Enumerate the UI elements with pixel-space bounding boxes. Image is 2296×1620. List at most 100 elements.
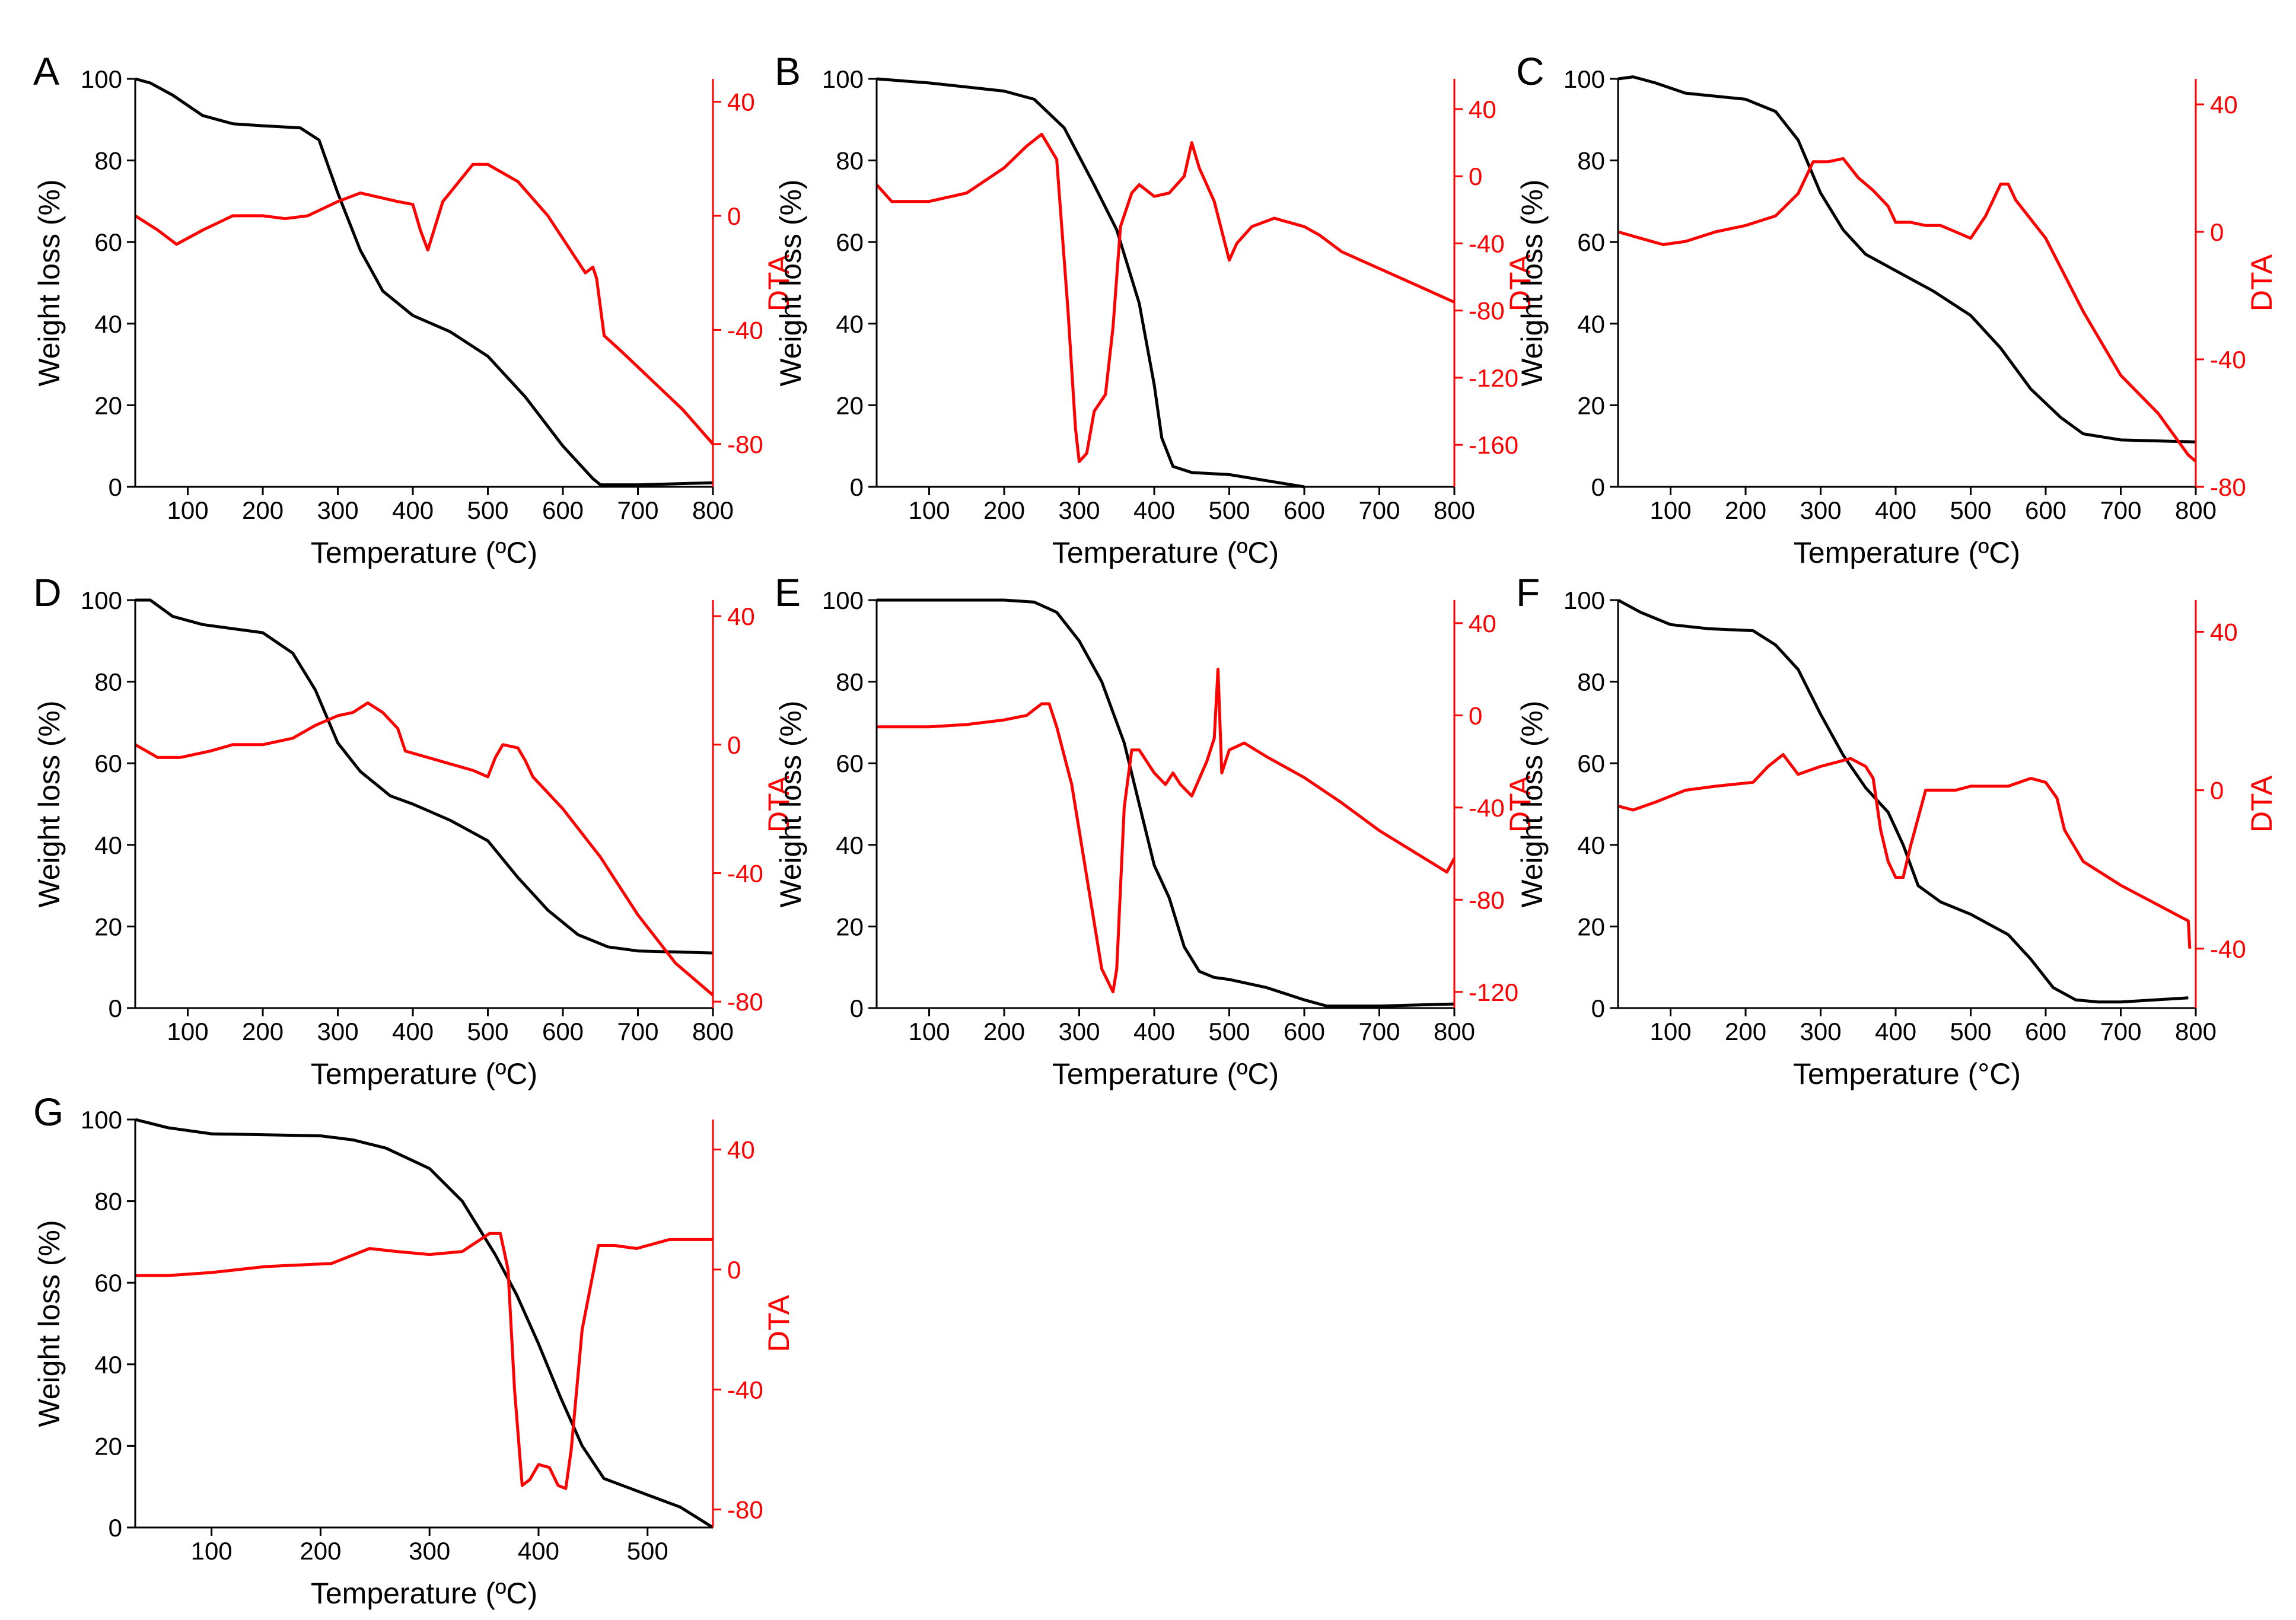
x-tick-label-c: 300 — [1800, 496, 1841, 524]
y-tick-label-right-f: 0 — [2210, 777, 2224, 805]
y-tick-label-right-g: 40 — [727, 1136, 755, 1164]
x-tick-label-e: 300 — [1058, 1018, 1100, 1045]
x-tick-label-b: 800 — [1434, 496, 1475, 524]
y-tick-label-right-g: -80 — [727, 1496, 763, 1524]
y-tick-label-left-e: 40 — [836, 831, 864, 859]
y-tick-label-left-f: 0 — [1591, 994, 1605, 1022]
y-tick-label-left-a: 80 — [94, 147, 122, 175]
y-axis-title-right-d: DTA — [762, 775, 795, 833]
x-tick-label-d: 600 — [542, 1018, 584, 1045]
x-tick-label-f: 200 — [1725, 1018, 1766, 1045]
y-axis-title-left-d: Weight loss (%) — [33, 700, 66, 907]
x-tick-label-f: 400 — [1875, 1018, 1916, 1045]
x-tick-label-a: 300 — [317, 496, 358, 524]
y-axis-title-left-c: Weight loss (%) — [1515, 179, 1549, 386]
x-tick-label-d: 300 — [317, 1018, 358, 1045]
x-tick-label-e: 600 — [1284, 1018, 1325, 1045]
y-tick-label-right-d: -40 — [727, 859, 763, 887]
x-tick-label-d: 800 — [692, 1018, 734, 1045]
x-axis-title-c: Temperature (ºC) — [1794, 536, 2020, 569]
y-tick-label-right-b: -120 — [1469, 364, 1518, 392]
y-axis-title-left-a: Weight loss (%) — [33, 179, 66, 386]
y-tick-label-left-b: 80 — [836, 147, 864, 175]
y-tick-label-right-e: -120 — [1469, 978, 1518, 1006]
series-dta-line-e — [877, 668, 1456, 994]
x-tick-label-a: 100 — [167, 496, 209, 524]
y-tick-label-left-g: 20 — [94, 1432, 122, 1460]
y-axis-title-left-g: Weight loss (%) — [33, 1220, 66, 1427]
y-tick-label-right-c: 0 — [2210, 218, 2224, 246]
x-tick-label-b: 600 — [1284, 496, 1325, 524]
x-tick-label-g: 100 — [191, 1537, 233, 1565]
x-tick-label-c: 500 — [1950, 496, 1991, 524]
series-dta-line-a — [134, 162, 714, 445]
x-tick-label-e: 400 — [1133, 1018, 1175, 1045]
y-axis-title-right-a: DTA — [762, 254, 795, 311]
x-tick-label-c: 600 — [2025, 496, 2066, 524]
series-weight-loss-line-e — [877, 598, 1455, 1008]
series-weight-loss-line-c — [1617, 75, 2196, 444]
y-axis-title-left-e: Weight loss (%) — [774, 700, 807, 907]
y-tick-label-right-c: 40 — [2210, 91, 2238, 119]
x-tick-label-d: 500 — [467, 1018, 508, 1045]
y-tick-label-right-g: -40 — [727, 1376, 763, 1404]
x-axis-title-g: Temperature (ºC) — [311, 1577, 537, 1610]
x-tick-label-a: 700 — [617, 496, 658, 524]
x-tick-label-g: 500 — [627, 1537, 668, 1565]
y-tick-label-left-f: 80 — [1577, 668, 1605, 696]
y-tick-label-left-b: 0 — [850, 473, 864, 501]
y-tick-label-left-c: 0 — [1591, 473, 1605, 501]
y-tick-label-right-b: -160 — [1469, 431, 1518, 459]
x-tick-label-a: 800 — [692, 496, 734, 524]
y-tick-label-left-d: 40 — [94, 831, 122, 859]
y-tick-label-left-g: 0 — [109, 1514, 122, 1542]
y-tick-label-right-e: 0 — [1469, 701, 1482, 729]
y-axis-title-right-g: DTA — [762, 1294, 795, 1352]
y-tick-label-left-c: 60 — [1577, 228, 1605, 256]
panel-letter-e: E — [775, 570, 801, 614]
y-tick-label-right-e: -40 — [1469, 794, 1505, 822]
y-tick-label-right-f: -40 — [2210, 935, 2246, 963]
y-axis-title-right-e: DTA — [1504, 775, 1537, 833]
x-tick-label-a: 500 — [467, 496, 508, 524]
x-axis-title-f: Temperature (°C) — [1793, 1057, 2021, 1090]
y-tick-label-left-a: 60 — [94, 228, 122, 256]
y-tick-label-right-b: 40 — [1469, 95, 1496, 123]
x-axis-title-d: Temperature (ºC) — [311, 1057, 537, 1090]
y-tick-label-right-c: -40 — [2210, 346, 2246, 374]
y-tick-label-left-c: 100 — [1563, 65, 1605, 93]
y-tick-label-left-e: 20 — [836, 913, 864, 940]
x-tick-label-f: 700 — [2100, 1018, 2141, 1045]
y-tick-label-left-b: 40 — [836, 310, 864, 338]
y-tick-label-right-e: -80 — [1469, 886, 1505, 914]
y-tick-label-right-f: 40 — [2210, 618, 2238, 646]
x-tick-label-g: 300 — [409, 1537, 450, 1565]
x-tick-label-d: 400 — [392, 1018, 434, 1045]
series-weight-loss-line-f — [1617, 598, 2189, 1004]
series-weight-loss-line-g — [135, 1118, 714, 1529]
y-tick-label-left-e: 0 — [850, 994, 864, 1022]
y-tick-label-right-a: -40 — [727, 316, 763, 344]
x-tick-label-b: 700 — [1358, 496, 1400, 524]
x-tick-label-a: 200 — [242, 496, 284, 524]
y-tick-label-left-b: 100 — [822, 65, 864, 93]
y-tick-label-left-b: 20 — [836, 391, 864, 419]
y-axis-title-left-b: Weight loss (%) — [774, 179, 807, 386]
series-weight-loss-line-b — [876, 77, 1305, 489]
panel-g: 100 200 300 400 500 0 20 40 60 80 100 -80 -40 0 40 Temp… — [33, 1090, 795, 1610]
x-tick-label-e: 100 — [909, 1018, 950, 1045]
x-tick-label-d: 100 — [167, 1018, 209, 1045]
y-tick-label-left-c: 20 — [1577, 391, 1605, 419]
series-dta-line-b — [875, 132, 1456, 463]
x-tick-label-b: 200 — [983, 496, 1025, 524]
x-tick-label-g: 400 — [518, 1537, 559, 1565]
y-tick-label-right-b: 0 — [1469, 162, 1482, 190]
y-tick-label-right-b: -40 — [1469, 229, 1505, 257]
y-tick-label-left-f: 60 — [1577, 750, 1605, 777]
x-tick-label-c: 100 — [1650, 496, 1692, 524]
x-tick-label-e: 200 — [983, 1018, 1025, 1045]
series-dta-line-f — [1617, 753, 2192, 949]
y-tick-label-left-e: 100 — [822, 586, 864, 614]
y-tick-label-left-d: 20 — [94, 913, 122, 940]
series-dta-line-d — [134, 701, 714, 997]
